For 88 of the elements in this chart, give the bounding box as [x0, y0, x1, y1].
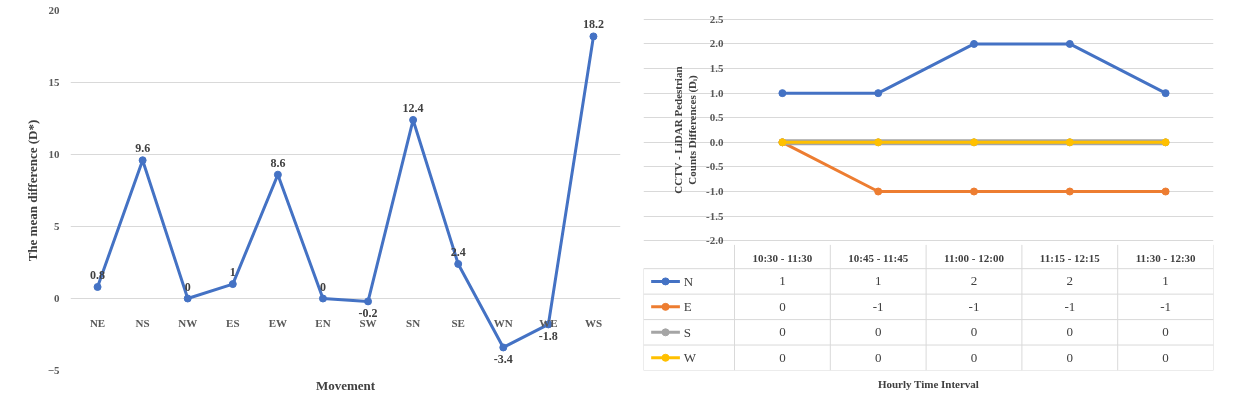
x-tick-label: WN	[493, 316, 513, 329]
point	[93, 282, 102, 291]
y-tick-label: 0.5	[709, 111, 725, 124]
data-label: 1	[1162, 273, 1169, 289]
y-tick-label: -2.0	[706, 234, 725, 247]
point	[138, 156, 147, 165]
data-label: 0	[184, 279, 191, 294]
data-label: -1	[872, 298, 884, 314]
x-tick-label: EN	[315, 316, 331, 329]
point	[970, 39, 978, 48]
data-label: 0	[970, 324, 978, 340]
data-label: -3.4	[493, 352, 513, 367]
point	[1161, 187, 1170, 196]
point	[499, 343, 508, 352]
y-tick-label: -0.5	[706, 160, 725, 173]
x-tick-label: SE	[451, 316, 465, 329]
data-label: 0	[874, 324, 882, 340]
data-label: -1	[1064, 298, 1076, 314]
y-tick-label: 5	[54, 220, 60, 232]
x-tick-label: NW	[178, 316, 198, 329]
x-tick-label: EW	[268, 316, 288, 329]
x-tick-label: ES	[226, 316, 240, 329]
x-tick-label: SN	[406, 316, 421, 329]
data-label: 0	[779, 298, 786, 314]
data-label: 2	[1066, 273, 1074, 289]
y-tick-label: -1.5	[706, 209, 725, 222]
x-tick-label: NS	[135, 316, 150, 329]
data-label: 0	[1162, 349, 1169, 365]
x-tick-label: NE	[89, 316, 106, 329]
data-label: 0	[970, 349, 978, 365]
x-tick-label: 10:30 - 11:30	[752, 251, 813, 264]
data-label: 1	[229, 265, 236, 280]
legend-label: E	[683, 299, 692, 315]
x-tick-label: 10:45 - 11:45	[848, 251, 909, 264]
point	[228, 280, 237, 289]
point	[970, 187, 978, 196]
point	[318, 294, 327, 303]
y-tick-label: 0.0	[709, 135, 725, 148]
data-label: -1	[1160, 298, 1172, 314]
point	[183, 294, 192, 303]
data-label: 0	[874, 349, 882, 365]
y-tick-label: 15	[48, 76, 60, 88]
data-label: 12.4	[402, 100, 424, 115]
y-tick-label: 2.5	[709, 12, 725, 25]
point	[364, 297, 373, 306]
point	[273, 170, 282, 179]
point	[1065, 39, 1074, 48]
y-tick-label: 1.5	[709, 62, 725, 75]
point	[778, 89, 787, 98]
data-label: 0	[779, 349, 786, 365]
x-tick-label: 11:30 - 12:30	[1135, 251, 1197, 264]
data-label: 0	[1066, 324, 1074, 340]
point	[874, 89, 883, 98]
y-tick-label: 10	[48, 148, 60, 160]
data-label: 1	[874, 273, 882, 289]
x-axis-title: Movement	[315, 377, 376, 393]
point	[1065, 187, 1074, 196]
y-tick-label: 20	[48, 4, 60, 16]
point	[874, 187, 883, 196]
data-label: 9.6	[135, 141, 151, 156]
y-tick-label: -1.0	[706, 185, 725, 197]
data-label: 0	[319, 279, 326, 294]
data-label: -1	[968, 298, 980, 314]
data-label: 2	[970, 273, 978, 289]
y-axis-title: CCTV - LiDAR Pedestrian Counts Differences (Dᵢ)	[671, 66, 700, 194]
x-tick-label: 11:15 - 12:15	[1039, 251, 1101, 264]
data-label: 8.6	[270, 155, 286, 170]
data-label: 1	[779, 273, 786, 289]
point	[589, 32, 598, 41]
data-label: 0	[1162, 324, 1169, 340]
data-label: 0	[1066, 349, 1074, 365]
point	[1161, 89, 1170, 98]
legend-label: S	[683, 324, 691, 340]
data-label: -1.8	[538, 329, 558, 344]
data-label: 0	[779, 324, 786, 340]
legend-label: W	[683, 350, 697, 366]
y-tick-label: 1.0	[709, 86, 725, 99]
x-tick-label: 11:00 - 12:00	[944, 251, 1005, 264]
point	[409, 115, 418, 124]
point	[454, 259, 463, 268]
y-tick-label: 2.0	[709, 37, 725, 50]
legend-label: N	[683, 273, 694, 289]
y-tick-label: −5	[47, 364, 60, 376]
x-axis-title: Hourly Time Interval	[877, 377, 979, 390]
data-label: 18.2	[582, 17, 604, 32]
y-tick-label: 0	[54, 292, 60, 304]
x-tick-label: WS	[584, 316, 603, 329]
y-axis-title: The mean difference (D*)	[24, 119, 40, 262]
